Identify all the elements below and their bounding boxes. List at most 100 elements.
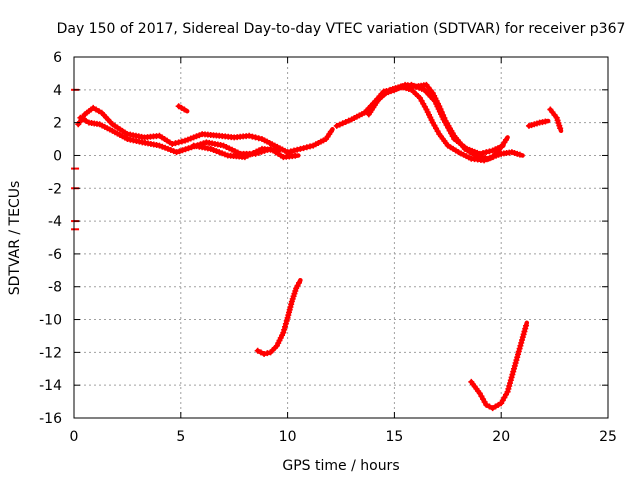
data-point: [162, 144, 169, 151]
data-point: [303, 144, 310, 151]
data-point: [207, 145, 214, 152]
data-point: [486, 148, 493, 155]
data-point: [486, 403, 493, 410]
y-tick-label: 4: [53, 83, 62, 99]
data-point: [182, 146, 189, 153]
data-point: [176, 148, 183, 155]
data-point: [172, 140, 179, 147]
data-point: [159, 143, 166, 150]
y-tick-label: 0: [53, 148, 62, 164]
series-track-8: [525, 118, 551, 129]
data-point: [169, 140, 176, 147]
data-point: [497, 143, 504, 150]
data-point: [187, 135, 194, 142]
y-tick-label: -10: [39, 313, 62, 329]
data-point: [287, 148, 294, 155]
y-tick-label: 6: [53, 50, 62, 66]
data-point: [405, 82, 412, 89]
data-point: [519, 334, 526, 341]
data-point: [519, 337, 526, 344]
axis-ticks: 0 5 10 15 20 25 -16 -14 -12 -10 -8 -6 -4 -2 0 2 4 6: [39, 50, 617, 445]
x-axis-label: GPS time / hours: [282, 458, 399, 474]
data-point: [523, 322, 530, 329]
data-point: [190, 134, 197, 141]
data-series: [71, 81, 564, 412]
data-point: [486, 155, 493, 162]
data-point: [542, 118, 549, 125]
data-point: [295, 279, 302, 286]
data-point: [503, 136, 510, 143]
x-tick-label: 0: [70, 429, 79, 445]
data-point: [300, 145, 307, 152]
y-tick-label: -6: [48, 247, 62, 263]
data-point: [507, 380, 514, 387]
data-point: [297, 145, 304, 152]
data-point: [291, 147, 298, 154]
data-point: [196, 132, 203, 139]
data-point: [521, 328, 528, 335]
data-point: [395, 85, 402, 92]
data-point: [284, 149, 291, 156]
data-point: [249, 133, 256, 140]
x-tick-label: 20: [492, 429, 510, 445]
data-point: [513, 357, 520, 364]
data-point: [156, 142, 163, 149]
data-point: [515, 348, 522, 355]
data-point: [221, 151, 228, 158]
data-point: [398, 84, 405, 91]
y-tick-label: -4: [48, 214, 62, 230]
series-track-2: [77, 114, 301, 161]
data-point: [210, 146, 217, 153]
x-tick-label: 10: [279, 429, 297, 445]
data-point: [246, 132, 253, 139]
series-line: [176, 103, 190, 114]
data-point: [178, 138, 185, 145]
data-point: [184, 136, 191, 143]
data-point: [517, 342, 524, 349]
data-point: [509, 371, 516, 378]
data-point: [173, 149, 180, 156]
data-point: [508, 374, 515, 381]
data-point: [273, 147, 280, 154]
data-point: [170, 148, 177, 155]
data-point: [219, 150, 226, 157]
data-point: [483, 401, 490, 408]
data-point: [510, 368, 517, 375]
data-point: [292, 152, 299, 159]
series-track-7: [370, 81, 506, 157]
data-point: [261, 351, 268, 358]
data-point: [282, 323, 289, 330]
x-tick-label: 25: [599, 429, 617, 445]
data-point: [516, 345, 523, 352]
chart-title: Day 150 of 2017, Sidereal Day-to-day VTE…: [57, 21, 626, 37]
y-axis-label: SDTVAR / TECUs: [7, 181, 23, 296]
data-point: [181, 106, 188, 113]
data-point: [522, 325, 529, 332]
data-point: [483, 156, 490, 163]
data-point: [557, 125, 564, 132]
data-point: [281, 326, 288, 333]
data-point: [193, 133, 200, 140]
data-point: [481, 157, 488, 164]
series-track-9: [547, 106, 564, 134]
data-point: [506, 383, 513, 390]
data-point: [518, 339, 525, 346]
y-tick-label: 2: [53, 116, 62, 132]
data-point: [185, 145, 192, 152]
data-point: [476, 150, 483, 157]
x-tick-label: 15: [385, 429, 403, 445]
data-point: [252, 134, 259, 141]
series-track-10: [254, 277, 303, 358]
data-point: [255, 135, 262, 142]
data-point: [167, 146, 174, 153]
data-point: [175, 139, 182, 146]
data-point: [512, 360, 519, 367]
y-tick-label: -2: [48, 181, 62, 197]
data-point: [504, 388, 511, 395]
data-point: [511, 362, 518, 369]
y-tick-label: -14: [39, 378, 62, 394]
data-point: [264, 350, 271, 357]
data-point: [505, 385, 512, 392]
data-point: [294, 146, 301, 153]
data-point: [179, 147, 186, 154]
